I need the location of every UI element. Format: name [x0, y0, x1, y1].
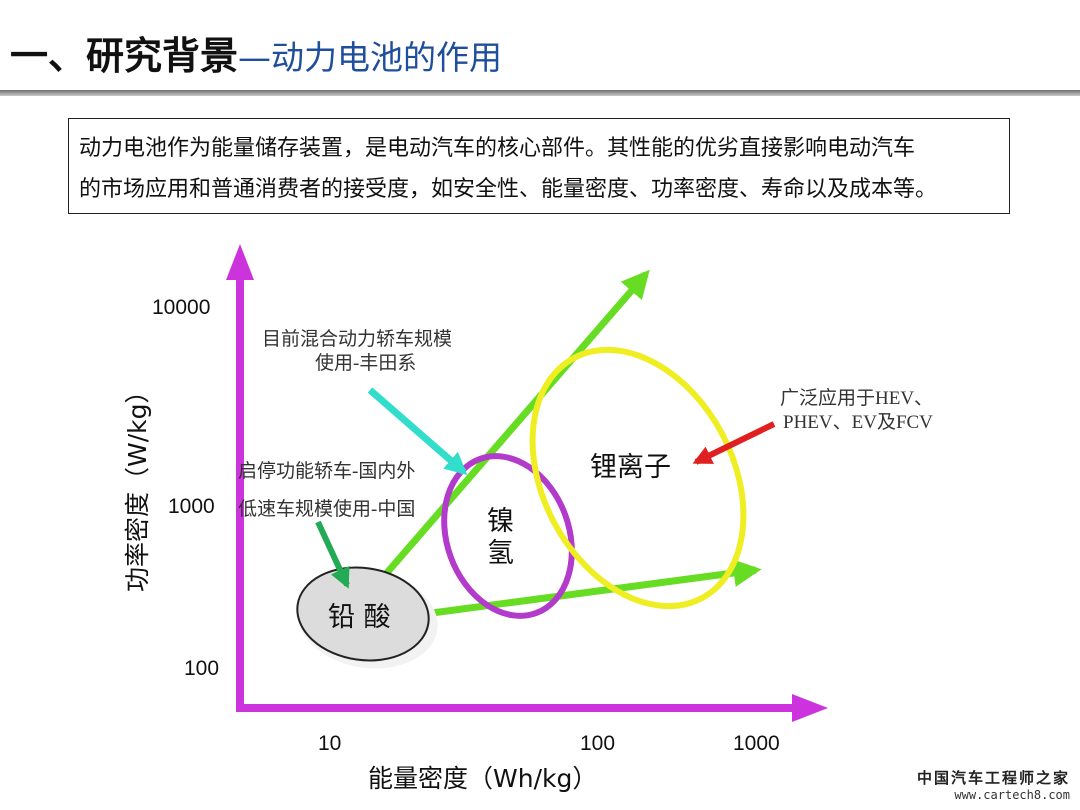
li-ion-label: 锂离子	[590, 452, 671, 483]
y-tick-label: 10000	[152, 296, 210, 319]
y-tick-label: 1000	[168, 495, 215, 518]
y-tick-label: 100	[184, 657, 219, 680]
nimh-label: 镍	[487, 506, 514, 537]
hybrid-annotation: 使用-丰田系	[315, 352, 416, 374]
watermark: 中国汽车工程师之家 www.cartech8.com	[917, 767, 1070, 802]
watermark-url: www.cartech8.com	[917, 788, 1070, 802]
x-tick-label: 10	[318, 732, 341, 755]
x-axis-arrowhead	[792, 694, 828, 722]
li-ion-application-annotation: 广泛应用于HEV、	[780, 387, 933, 409]
y-axis-title: 功率密度（W/kg）	[123, 379, 152, 593]
y-axis-arrowhead	[226, 244, 254, 280]
hybrid-annotation: 目前混合动力轿车规模	[262, 328, 452, 350]
x-tick-label: 100	[580, 732, 615, 755]
x-tick-label: 1000	[733, 732, 780, 755]
hybrid-pointer-arrow	[370, 390, 464, 472]
low-speed-annotation: 低速车规模使用-中国	[238, 498, 415, 520]
power-trend-arrow	[385, 274, 646, 575]
nimh-label: 氢	[487, 538, 514, 569]
li-ion-application-annotation: PHEV、EV及FCV	[783, 412, 933, 433]
lead-acid-label: 铅 酸	[328, 602, 391, 633]
x-axis-title: 能量密度（Wh/kg）	[368, 764, 597, 793]
watermark-name: 中国汽车工程师之家	[917, 767, 1070, 788]
stop-start-annotation: 启停功能轿车-国内外	[238, 460, 415, 482]
